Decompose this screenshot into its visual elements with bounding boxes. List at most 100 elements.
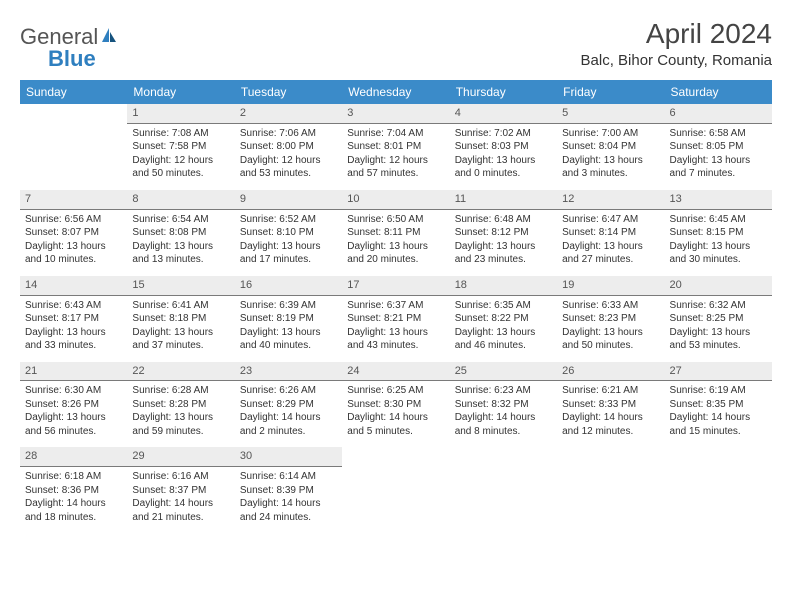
weekday-header: Saturday bbox=[665, 80, 772, 104]
day-details: Sunrise: 6:14 AMSunset: 8:39 PMDaylight:… bbox=[235, 467, 342, 533]
daylight-text: Daylight: 14 hours and 2 minutes. bbox=[240, 411, 337, 438]
sunrise-text: Sunrise: 6:18 AM bbox=[25, 470, 122, 484]
sunrise-text: Sunrise: 7:06 AM bbox=[240, 127, 337, 141]
title-block: April 2024 Balc, Bihor County, Romania bbox=[581, 18, 772, 69]
day-number: 19 bbox=[557, 276, 664, 296]
sunset-text: Sunset: 8:15 PM bbox=[670, 226, 767, 240]
calendar-cell bbox=[342, 447, 449, 533]
day-number: 26 bbox=[557, 362, 664, 382]
day-number: 9 bbox=[235, 190, 342, 210]
calendar-cell: 4Sunrise: 7:02 AMSunset: 8:03 PMDaylight… bbox=[450, 104, 557, 190]
sunset-text: Sunset: 8:10 PM bbox=[240, 226, 337, 240]
sunrise-text: Sunrise: 6:21 AM bbox=[562, 384, 659, 398]
sunrise-text: Sunrise: 7:00 AM bbox=[562, 127, 659, 141]
weekday-header: Monday bbox=[127, 80, 234, 104]
day-number: 21 bbox=[20, 362, 127, 382]
sunrise-text: Sunrise: 6:37 AM bbox=[347, 299, 444, 313]
sunset-text: Sunset: 8:32 PM bbox=[455, 398, 552, 412]
sunrise-text: Sunrise: 6:39 AM bbox=[240, 299, 337, 313]
weekday-header: Sunday bbox=[20, 80, 127, 104]
day-details: Sunrise: 6:37 AMSunset: 8:21 PMDaylight:… bbox=[342, 296, 449, 362]
calendar-cell: 26Sunrise: 6:21 AMSunset: 8:33 PMDayligh… bbox=[557, 362, 664, 448]
daylight-text: Daylight: 13 hours and 17 minutes. bbox=[240, 240, 337, 267]
sunrise-text: Sunrise: 6:47 AM bbox=[562, 213, 659, 227]
daylight-text: Daylight: 12 hours and 57 minutes. bbox=[347, 154, 444, 181]
sunset-text: Sunset: 8:29 PM bbox=[240, 398, 337, 412]
daylight-text: Daylight: 13 hours and 3 minutes. bbox=[562, 154, 659, 181]
day-details: Sunrise: 6:48 AMSunset: 8:12 PMDaylight:… bbox=[450, 210, 557, 276]
daylight-text: Daylight: 13 hours and 53 minutes. bbox=[670, 326, 767, 353]
daylight-text: Daylight: 14 hours and 24 minutes. bbox=[240, 497, 337, 524]
calendar-cell: 19Sunrise: 6:33 AMSunset: 8:23 PMDayligh… bbox=[557, 276, 664, 362]
calendar-cell: 9Sunrise: 6:52 AMSunset: 8:10 PMDaylight… bbox=[235, 190, 342, 276]
daylight-text: Daylight: 14 hours and 18 minutes. bbox=[25, 497, 122, 524]
daylight-text: Daylight: 13 hours and 13 minutes. bbox=[132, 240, 229, 267]
sunrise-text: Sunrise: 7:08 AM bbox=[132, 127, 229, 141]
sunset-text: Sunset: 8:28 PM bbox=[132, 398, 229, 412]
day-number: 3 bbox=[342, 104, 449, 124]
day-number: 5 bbox=[557, 104, 664, 124]
daylight-text: Daylight: 13 hours and 33 minutes. bbox=[25, 326, 122, 353]
sunrise-text: Sunrise: 6:45 AM bbox=[670, 213, 767, 227]
daylight-text: Daylight: 13 hours and 37 minutes. bbox=[132, 326, 229, 353]
day-details: Sunrise: 6:47 AMSunset: 8:14 PMDaylight:… bbox=[557, 210, 664, 276]
sunset-text: Sunset: 8:08 PM bbox=[132, 226, 229, 240]
calendar-cell: 25Sunrise: 6:23 AMSunset: 8:32 PMDayligh… bbox=[450, 362, 557, 448]
day-details: Sunrise: 6:58 AMSunset: 8:05 PMDaylight:… bbox=[665, 124, 772, 190]
day-details: Sunrise: 6:52 AMSunset: 8:10 PMDaylight:… bbox=[235, 210, 342, 276]
sunset-text: Sunset: 8:37 PM bbox=[132, 484, 229, 498]
day-details: Sunrise: 7:04 AMSunset: 8:01 PMDaylight:… bbox=[342, 124, 449, 190]
daylight-text: Daylight: 13 hours and 40 minutes. bbox=[240, 326, 337, 353]
day-number: 22 bbox=[127, 362, 234, 382]
day-number: 28 bbox=[20, 447, 127, 467]
day-details: Sunrise: 6:28 AMSunset: 8:28 PMDaylight:… bbox=[127, 381, 234, 447]
day-number: 20 bbox=[665, 276, 772, 296]
daylight-text: Daylight: 14 hours and 21 minutes. bbox=[132, 497, 229, 524]
day-number: 24 bbox=[342, 362, 449, 382]
sunset-text: Sunset: 8:23 PM bbox=[562, 312, 659, 326]
day-details: Sunrise: 6:32 AMSunset: 8:25 PMDaylight:… bbox=[665, 296, 772, 362]
day-details: Sunrise: 7:00 AMSunset: 8:04 PMDaylight:… bbox=[557, 124, 664, 190]
day-details: Sunrise: 7:06 AMSunset: 8:00 PMDaylight:… bbox=[235, 124, 342, 190]
daylight-text: Daylight: 14 hours and 5 minutes. bbox=[347, 411, 444, 438]
sunset-text: Sunset: 8:35 PM bbox=[670, 398, 767, 412]
daylight-text: Daylight: 13 hours and 23 minutes. bbox=[455, 240, 552, 267]
logo-sail-icon bbox=[100, 26, 120, 49]
sunrise-text: Sunrise: 7:04 AM bbox=[347, 127, 444, 141]
day-details: Sunrise: 6:21 AMSunset: 8:33 PMDaylight:… bbox=[557, 381, 664, 447]
day-details: Sunrise: 6:16 AMSunset: 8:37 PMDaylight:… bbox=[127, 467, 234, 533]
daylight-text: Daylight: 13 hours and 50 minutes. bbox=[562, 326, 659, 353]
sunrise-text: Sunrise: 6:52 AM bbox=[240, 213, 337, 227]
sunrise-text: Sunrise: 6:35 AM bbox=[455, 299, 552, 313]
sunrise-text: Sunrise: 6:56 AM bbox=[25, 213, 122, 227]
day-details: Sunrise: 6:41 AMSunset: 8:18 PMDaylight:… bbox=[127, 296, 234, 362]
daylight-text: Daylight: 14 hours and 8 minutes. bbox=[455, 411, 552, 438]
calendar-cell: 8Sunrise: 6:54 AMSunset: 8:08 PMDaylight… bbox=[127, 190, 234, 276]
calendar-cell: 21Sunrise: 6:30 AMSunset: 8:26 PMDayligh… bbox=[20, 362, 127, 448]
daylight-text: Daylight: 13 hours and 59 minutes. bbox=[132, 411, 229, 438]
logo: GeneralBlue bbox=[20, 24, 120, 72]
sunset-text: Sunset: 8:26 PM bbox=[25, 398, 122, 412]
sunrise-text: Sunrise: 6:50 AM bbox=[347, 213, 444, 227]
sunrise-text: Sunrise: 6:54 AM bbox=[132, 213, 229, 227]
calendar-cell: 18Sunrise: 6:35 AMSunset: 8:22 PMDayligh… bbox=[450, 276, 557, 362]
calendar-cell: 11Sunrise: 6:48 AMSunset: 8:12 PMDayligh… bbox=[450, 190, 557, 276]
sunset-text: Sunset: 8:30 PM bbox=[347, 398, 444, 412]
sunrise-text: Sunrise: 7:02 AM bbox=[455, 127, 552, 141]
day-details: Sunrise: 6:56 AMSunset: 8:07 PMDaylight:… bbox=[20, 210, 127, 276]
sunset-text: Sunset: 8:05 PM bbox=[670, 140, 767, 154]
day-details: Sunrise: 6:39 AMSunset: 8:19 PMDaylight:… bbox=[235, 296, 342, 362]
daylight-text: Daylight: 14 hours and 12 minutes. bbox=[562, 411, 659, 438]
daylight-text: Daylight: 13 hours and 30 minutes. bbox=[670, 240, 767, 267]
day-number: 30 bbox=[235, 447, 342, 467]
sunset-text: Sunset: 8:01 PM bbox=[347, 140, 444, 154]
day-details: Sunrise: 6:45 AMSunset: 8:15 PMDaylight:… bbox=[665, 210, 772, 276]
calendar-cell: 15Sunrise: 6:41 AMSunset: 8:18 PMDayligh… bbox=[127, 276, 234, 362]
weekday-header: Tuesday bbox=[235, 80, 342, 104]
day-details: Sunrise: 6:50 AMSunset: 8:11 PMDaylight:… bbox=[342, 210, 449, 276]
sunset-text: Sunset: 8:39 PM bbox=[240, 484, 337, 498]
calendar-cell: 22Sunrise: 6:28 AMSunset: 8:28 PMDayligh… bbox=[127, 362, 234, 448]
sunset-text: Sunset: 8:12 PM bbox=[455, 226, 552, 240]
day-details: Sunrise: 6:54 AMSunset: 8:08 PMDaylight:… bbox=[127, 210, 234, 276]
sunrise-text: Sunrise: 6:58 AM bbox=[670, 127, 767, 141]
